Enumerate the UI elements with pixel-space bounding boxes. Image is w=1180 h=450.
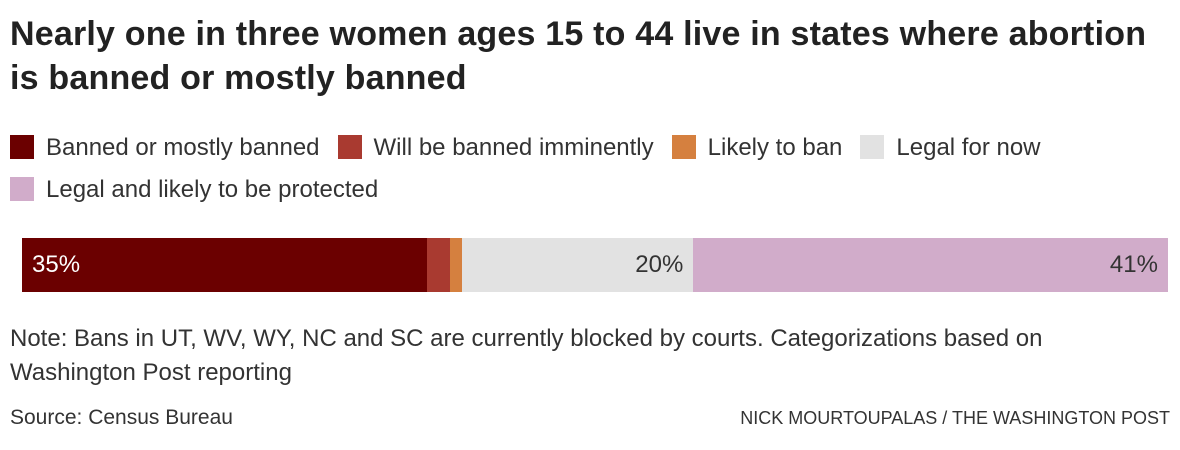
legend-swatch bbox=[337, 135, 362, 159]
legend-item: Legal for now bbox=[860, 127, 1041, 169]
bar-segment bbox=[427, 238, 451, 292]
legend-swatch bbox=[10, 135, 34, 159]
legend-swatch bbox=[860, 135, 885, 159]
legend: Banned or mostly banned Will be banned im… bbox=[10, 127, 1170, 211]
legend-item: Legal and likely to be protected bbox=[10, 169, 378, 211]
bar-segment: 35% bbox=[22, 238, 428, 292]
segment-label: 35% bbox=[32, 251, 81, 278]
legend-label: Legal and likely to be protected bbox=[46, 176, 379, 203]
legend-label: Banned or mostly banned bbox=[46, 134, 320, 161]
bar-segment: 20% bbox=[461, 238, 694, 292]
credit-line: NICK MOURTOUPALAS / THE WASHINGTON POST bbox=[740, 408, 1170, 428]
segment-label: 20% bbox=[635, 251, 684, 278]
source-line: Source: Census Bureau bbox=[10, 406, 233, 429]
bar-segment: 41% bbox=[693, 238, 1168, 292]
bar-segment bbox=[450, 238, 462, 292]
legend-item: Will be banned imminently bbox=[337, 127, 654, 169]
legend-label: Legal for now bbox=[896, 134, 1041, 161]
chart-note: Note: Bans in UT, WV, WY, NC and SC are … bbox=[10, 325, 1043, 386]
chart-title: Nearly one in three women ages 15 to 44 … bbox=[10, 15, 1147, 97]
segment-label: 41% bbox=[1109, 251, 1158, 278]
stacked-bar: 35% 20% 41% bbox=[22, 238, 1168, 292]
legend-label: Likely to ban bbox=[707, 134, 843, 161]
legend-item: Banned or mostly banned bbox=[10, 127, 320, 169]
legend-swatch bbox=[671, 135, 696, 159]
legend-item: Likely to ban bbox=[671, 127, 843, 169]
legend-swatch bbox=[10, 177, 34, 201]
legend-label: Will be banned imminently bbox=[373, 134, 654, 161]
